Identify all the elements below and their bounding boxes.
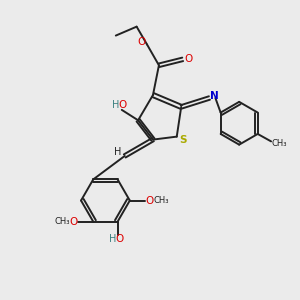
Text: O: O	[137, 37, 145, 46]
Text: N: N	[210, 91, 219, 100]
Text: O: O	[184, 54, 193, 64]
Text: O: O	[146, 196, 154, 206]
Text: O: O	[116, 234, 124, 244]
Text: H: H	[112, 100, 119, 110]
Text: H: H	[114, 147, 121, 158]
Text: O: O	[69, 217, 77, 226]
Text: CH₃: CH₃	[153, 196, 169, 205]
Text: H: H	[109, 234, 116, 244]
Text: CH₃: CH₃	[272, 139, 287, 148]
Text: O: O	[118, 100, 127, 110]
Text: CH₃: CH₃	[54, 217, 70, 226]
Text: S: S	[179, 135, 187, 145]
